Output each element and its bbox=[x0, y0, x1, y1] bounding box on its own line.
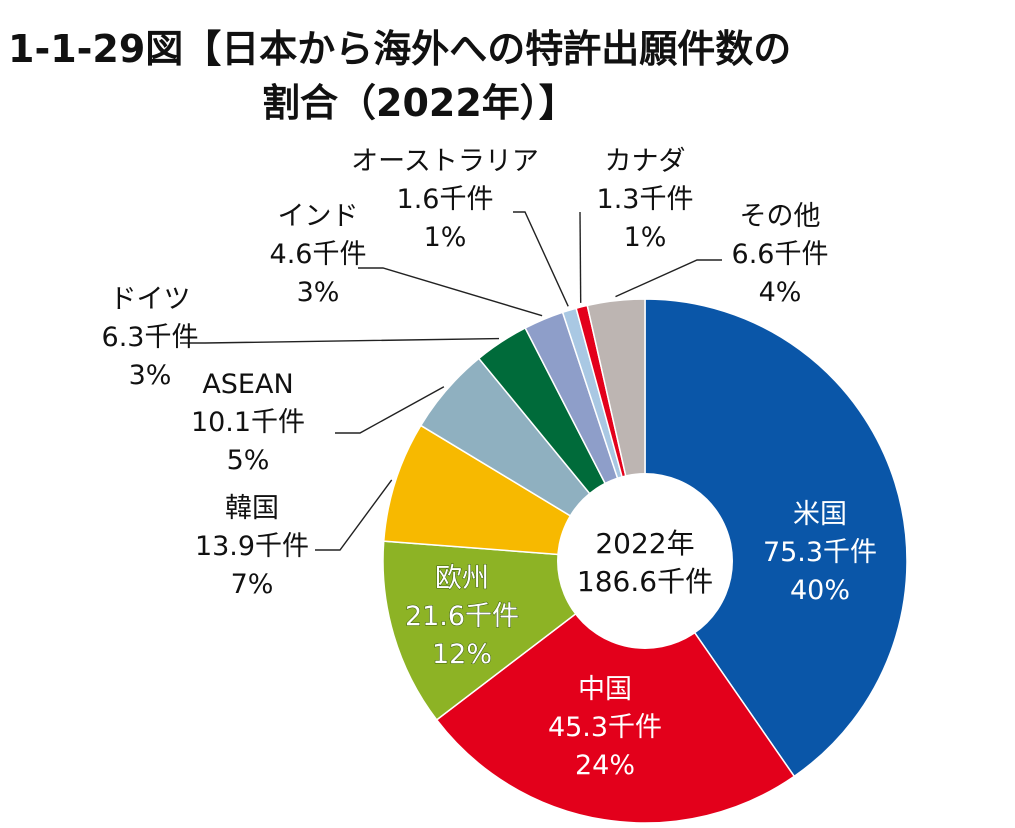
slice-1-value-label: 45.3千件 bbox=[548, 712, 662, 743]
slice-3-name-label: 韓国 bbox=[225, 493, 279, 524]
slice-3-leader-line bbox=[315, 479, 393, 551]
slice-4-value-label: 10.1千件 bbox=[191, 407, 305, 438]
slice-9-leader-line bbox=[615, 259, 722, 298]
chart-title-line-2: 割合（2022年）】 bbox=[262, 81, 577, 125]
slice-0-name-label: 米国 bbox=[793, 499, 847, 530]
center-total-label: 186.6千件 bbox=[577, 565, 713, 598]
slice-8-value-label: 1.3千件 bbox=[597, 184, 694, 215]
slice-7-name-label: オーストラリア bbox=[351, 146, 539, 177]
slice-1-percent-label: 24% bbox=[575, 750, 635, 781]
slice-3-value-label: 13.9千件 bbox=[195, 531, 309, 562]
slice-5-value-label: 6.3千件 bbox=[102, 322, 199, 353]
slice-2-value-label: 21.6千件 bbox=[405, 601, 519, 632]
slice-0-value-label: 75.3千件 bbox=[763, 537, 877, 568]
slice-8-name-label: カナダ bbox=[605, 146, 686, 177]
slice-4-leader-line bbox=[335, 386, 445, 434]
slice-1-中国 bbox=[435, 559, 796, 824]
slice-5-name-label: ドイツ bbox=[110, 284, 191, 315]
slice-7-leader-line bbox=[513, 211, 569, 307]
slice-9-percent-label: 4% bbox=[759, 277, 802, 308]
slice-6-name-label: インド bbox=[278, 201, 359, 232]
slice-3-percent-label: 7% bbox=[231, 569, 274, 600]
center-year-label: 2022年 bbox=[595, 527, 694, 560]
slice-9-name-label: その他 bbox=[740, 201, 821, 232]
slice-4-percent-label: 5% bbox=[227, 445, 270, 476]
chart-title-line-1: 1-1-29図【日本から海外への特許出願件数の bbox=[8, 27, 792, 71]
slice-0-米国 bbox=[644, 298, 908, 778]
slice-2-name-label: 欧州 bbox=[435, 563, 489, 594]
slice-7-value-label: 1.6千件 bbox=[397, 184, 494, 215]
slice-0-percent-label: 40% bbox=[790, 575, 850, 606]
slice-5-leader-line bbox=[180, 337, 500, 344]
slice-6-percent-label: 3% bbox=[297, 277, 340, 308]
slice-8-percent-label: 1% bbox=[624, 222, 667, 253]
donut-hole bbox=[557, 473, 733, 649]
slice-9-value-label: 6.6千件 bbox=[732, 239, 829, 270]
slice-1-name-label: 中国 bbox=[578, 674, 632, 705]
slice-6-leader-line bbox=[358, 267, 543, 317]
slice-6-value-label: 4.6千件 bbox=[270, 239, 367, 270]
slice-5-percent-label: 3% bbox=[129, 360, 172, 391]
slice-7-percent-label: 1% bbox=[424, 222, 467, 253]
slice-8-leader-line bbox=[579, 211, 582, 303]
slice-2-percent-label: 12% bbox=[432, 639, 492, 670]
slice-4-name-label: ASEAN bbox=[202, 369, 293, 400]
